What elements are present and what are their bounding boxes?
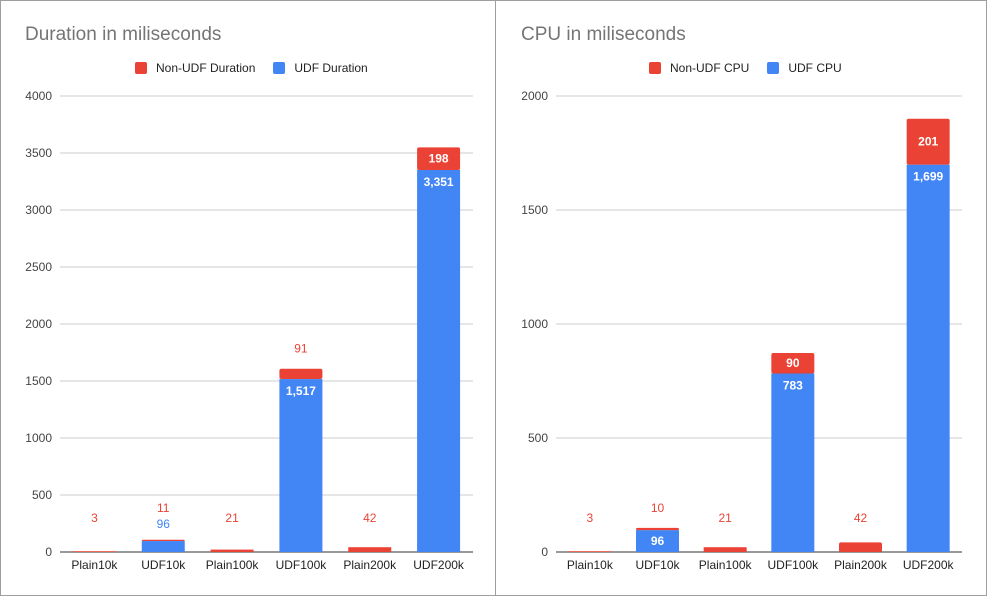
data-label-udf: 96 — [157, 517, 171, 531]
y-tick-label: 1500 — [521, 203, 548, 217]
x-tick-label: Plain10k — [71, 558, 118, 572]
data-label-udf: 783 — [783, 378, 803, 392]
data-label-non-udf: 201 — [918, 135, 938, 149]
chart-title: CPU in miliseconds — [521, 24, 686, 45]
legend-swatch — [649, 62, 661, 74]
x-tick-label: UDF100k — [276, 558, 328, 572]
legend-label: Non-UDF CPU — [670, 61, 750, 75]
legend-item-udf-cpu[interactable]: UDF CPU — [767, 61, 842, 75]
data-label-non-udf: 10 — [651, 501, 665, 515]
x-tick-label: Plain100k — [699, 558, 753, 572]
bar-udf — [636, 530, 679, 552]
legend-label: UDF CPU — [788, 61, 842, 75]
bar-non-udf — [279, 368, 323, 380]
bar-non-udf — [210, 549, 254, 552]
y-tick-label: 1500 — [25, 374, 52, 388]
y-tick-label: 500 — [528, 431, 548, 445]
chart-legend: Non-UDF Duration UDF Duration — [135, 60, 368, 76]
y-tick-label: 0 — [541, 545, 548, 559]
bar-non-udf — [568, 551, 612, 552]
data-label-non-udf: 42 — [363, 511, 377, 525]
data-label-non-udf: 21 — [718, 511, 732, 525]
duration-chart-panel: 0 500 1000 1500 2000 2500 3000 3500 4000 3 Plain10… — [25, 24, 473, 572]
data-label-non-udf: 198 — [429, 152, 449, 166]
x-tick-label: UDF100k — [767, 558, 819, 572]
legend-item-non-udf-duration[interactable]: Non-UDF Duration — [135, 61, 255, 75]
data-label-non-udf: 3 — [91, 511, 98, 525]
y-tick-label: 2000 — [521, 89, 548, 103]
bar-non-udf — [839, 542, 882, 552]
bar-non-udf — [348, 547, 392, 552]
x-tick-label: Plain200k — [343, 558, 397, 572]
data-label-non-udf: 3 — [586, 511, 593, 525]
bar-non-udf — [636, 527, 679, 531]
bar-udf — [141, 541, 185, 552]
bar-udf — [417, 169, 461, 552]
data-label-non-udf: 21 — [225, 511, 239, 525]
x-tick-label: Plain100k — [206, 558, 260, 572]
x-tick-label: Plain200k — [834, 558, 888, 572]
bar-udf — [279, 379, 323, 552]
legend-swatch — [273, 62, 286, 74]
data-label-udf: 3,351 — [424, 175, 454, 189]
legend-swatch — [135, 62, 147, 74]
y-tick-label: 2500 — [25, 260, 52, 274]
cpu-chart-panel: 0 500 1000 1500 2000 3 Plain10k 10 96 UDF10k 21 Pla… — [496, 0, 987, 596]
x-tick-label: UDF10k — [635, 558, 680, 572]
legend-label: UDF Duration — [294, 61, 368, 75]
x-tick-label: UDF200k — [903, 558, 955, 572]
bar-non-udf — [72, 551, 116, 552]
x-tick-label: Plain10k — [567, 558, 614, 572]
duration-chart: 0 500 1000 1500 2000 2500 3000 3500 4000 3 Plain10… — [25, 89, 473, 572]
data-label-non-udf: 11 — [157, 501, 170, 515]
bar-non-udf — [141, 539, 185, 542]
y-tick-label: 3500 — [25, 146, 52, 160]
data-label-udf: 96 — [651, 534, 665, 548]
bar-non-udf — [417, 147, 461, 170]
x-tick-label: UDF200k — [413, 558, 465, 572]
cpu-chart: 0 500 1000 1500 2000 3 Plain10k 10 96 UDF10k 21 Pla… — [521, 89, 962, 572]
y-tick-label: 1000 — [25, 431, 52, 445]
y-tick-label: 3000 — [25, 203, 52, 217]
y-tick-label: 2000 — [25, 317, 52, 331]
y-tick-label: 500 — [32, 488, 52, 502]
chart-title: Duration in miliseconds — [25, 24, 222, 45]
bar-non-udf — [703, 547, 747, 552]
legend-item-udf-duration[interactable]: UDF Duration — [273, 61, 368, 75]
x-tick-label: UDF10k — [141, 558, 186, 572]
bar-non-udf — [771, 352, 815, 374]
bar-udf — [906, 164, 950, 553]
data-label-non-udf: 42 — [854, 511, 868, 525]
y-tick-label: 0 — [45, 545, 52, 559]
y-tick-label: 4000 — [25, 89, 52, 103]
bar-udf — [771, 373, 815, 552]
panel-divider — [495, 0, 496, 596]
y-tick-label: 1000 — [521, 317, 548, 331]
legend-label: Non-UDF Duration — [156, 61, 256, 75]
chart-legend: Non-UDF CPU UDF CPU — [649, 60, 842, 76]
data-label-non-udf: 91 — [294, 342, 308, 356]
data-label-non-udf: 90 — [786, 356, 800, 370]
legend-item-non-udf-cpu[interactable]: Non-UDF CPU — [649, 61, 749, 75]
bar-non-udf — [906, 118, 950, 165]
data-label-udf: 1,699 — [913, 170, 943, 184]
data-label-udf: 1,517 — [286, 384, 316, 398]
legend-swatch — [767, 62, 780, 74]
